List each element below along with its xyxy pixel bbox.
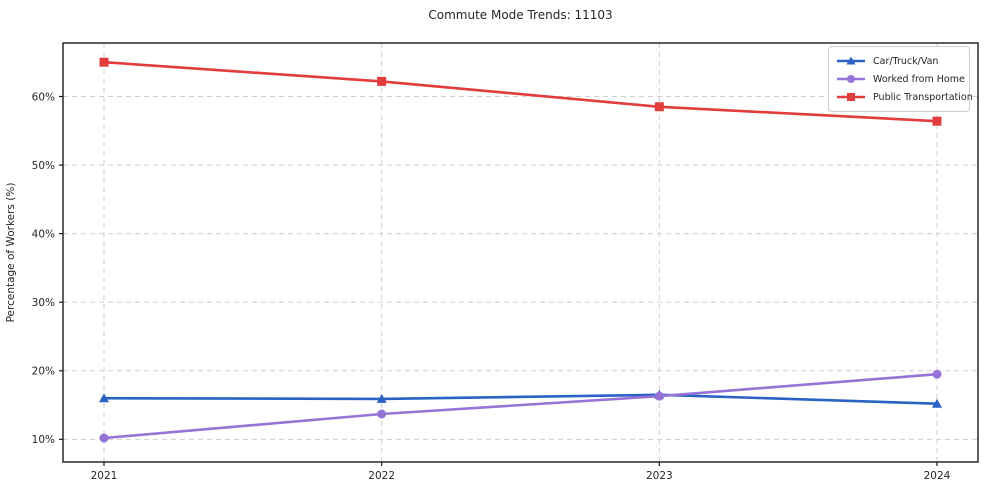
y-tick-label: 20% [32, 366, 55, 378]
series-public-transportation [99, 57, 942, 126]
square-marker [847, 93, 855, 101]
y-tick-label: 30% [32, 297, 55, 309]
triangle-marker [932, 398, 942, 408]
triangle-marker [846, 56, 856, 65]
circle-marker [847, 75, 855, 83]
legend-item: Public Transportation [836, 88, 973, 106]
legend-sample-square-icon [837, 93, 865, 101]
legend-label: Car/Truck/Van [873, 55, 939, 67]
x-tick-label: 2021 [91, 470, 118, 482]
triangle-marker [376, 393, 387, 403]
circle-marker [99, 433, 109, 443]
square-marker [654, 102, 664, 112]
legend-label: Public Transportation [873, 91, 973, 103]
series-line [102, 393, 939, 406]
y-axis-title: Percentage of Workers (%) [5, 183, 17, 323]
x-tick-label: 2023 [646, 470, 673, 482]
legend-item: Car/Truck/Van [836, 52, 962, 70]
circle-marker [377, 409, 387, 419]
circle-marker [932, 369, 942, 379]
legend-label: Worked from Home [873, 73, 965, 85]
circle-marker [654, 391, 664, 401]
y-tick-label: 40% [32, 228, 55, 240]
square-marker [932, 116, 942, 126]
square-marker [99, 57, 109, 67]
x-tick-label: 2022 [368, 470, 395, 482]
y-tick-label: 10% [32, 434, 55, 446]
x-tick-label: 2024 [924, 470, 951, 482]
plot-frame [62, 42, 979, 463]
series-worked-from-home [99, 369, 942, 443]
chart-title: Commute Mode Trends: 11103 [428, 8, 613, 22]
y-tick-label: 60% [32, 91, 55, 103]
legend: Car/Truck/Van Worked from Home Public Tran… [828, 46, 973, 112]
legend-sample-triangle-icon [837, 56, 865, 65]
series-line [102, 372, 939, 440]
square-marker [377, 76, 387, 86]
triangle-marker [99, 393, 109, 403]
y-tick-label: 50% [32, 160, 55, 172]
legend-item: Worked from Home [836, 70, 965, 88]
legend-sample-circle-icon [837, 75, 865, 83]
series-line [102, 60, 939, 123]
